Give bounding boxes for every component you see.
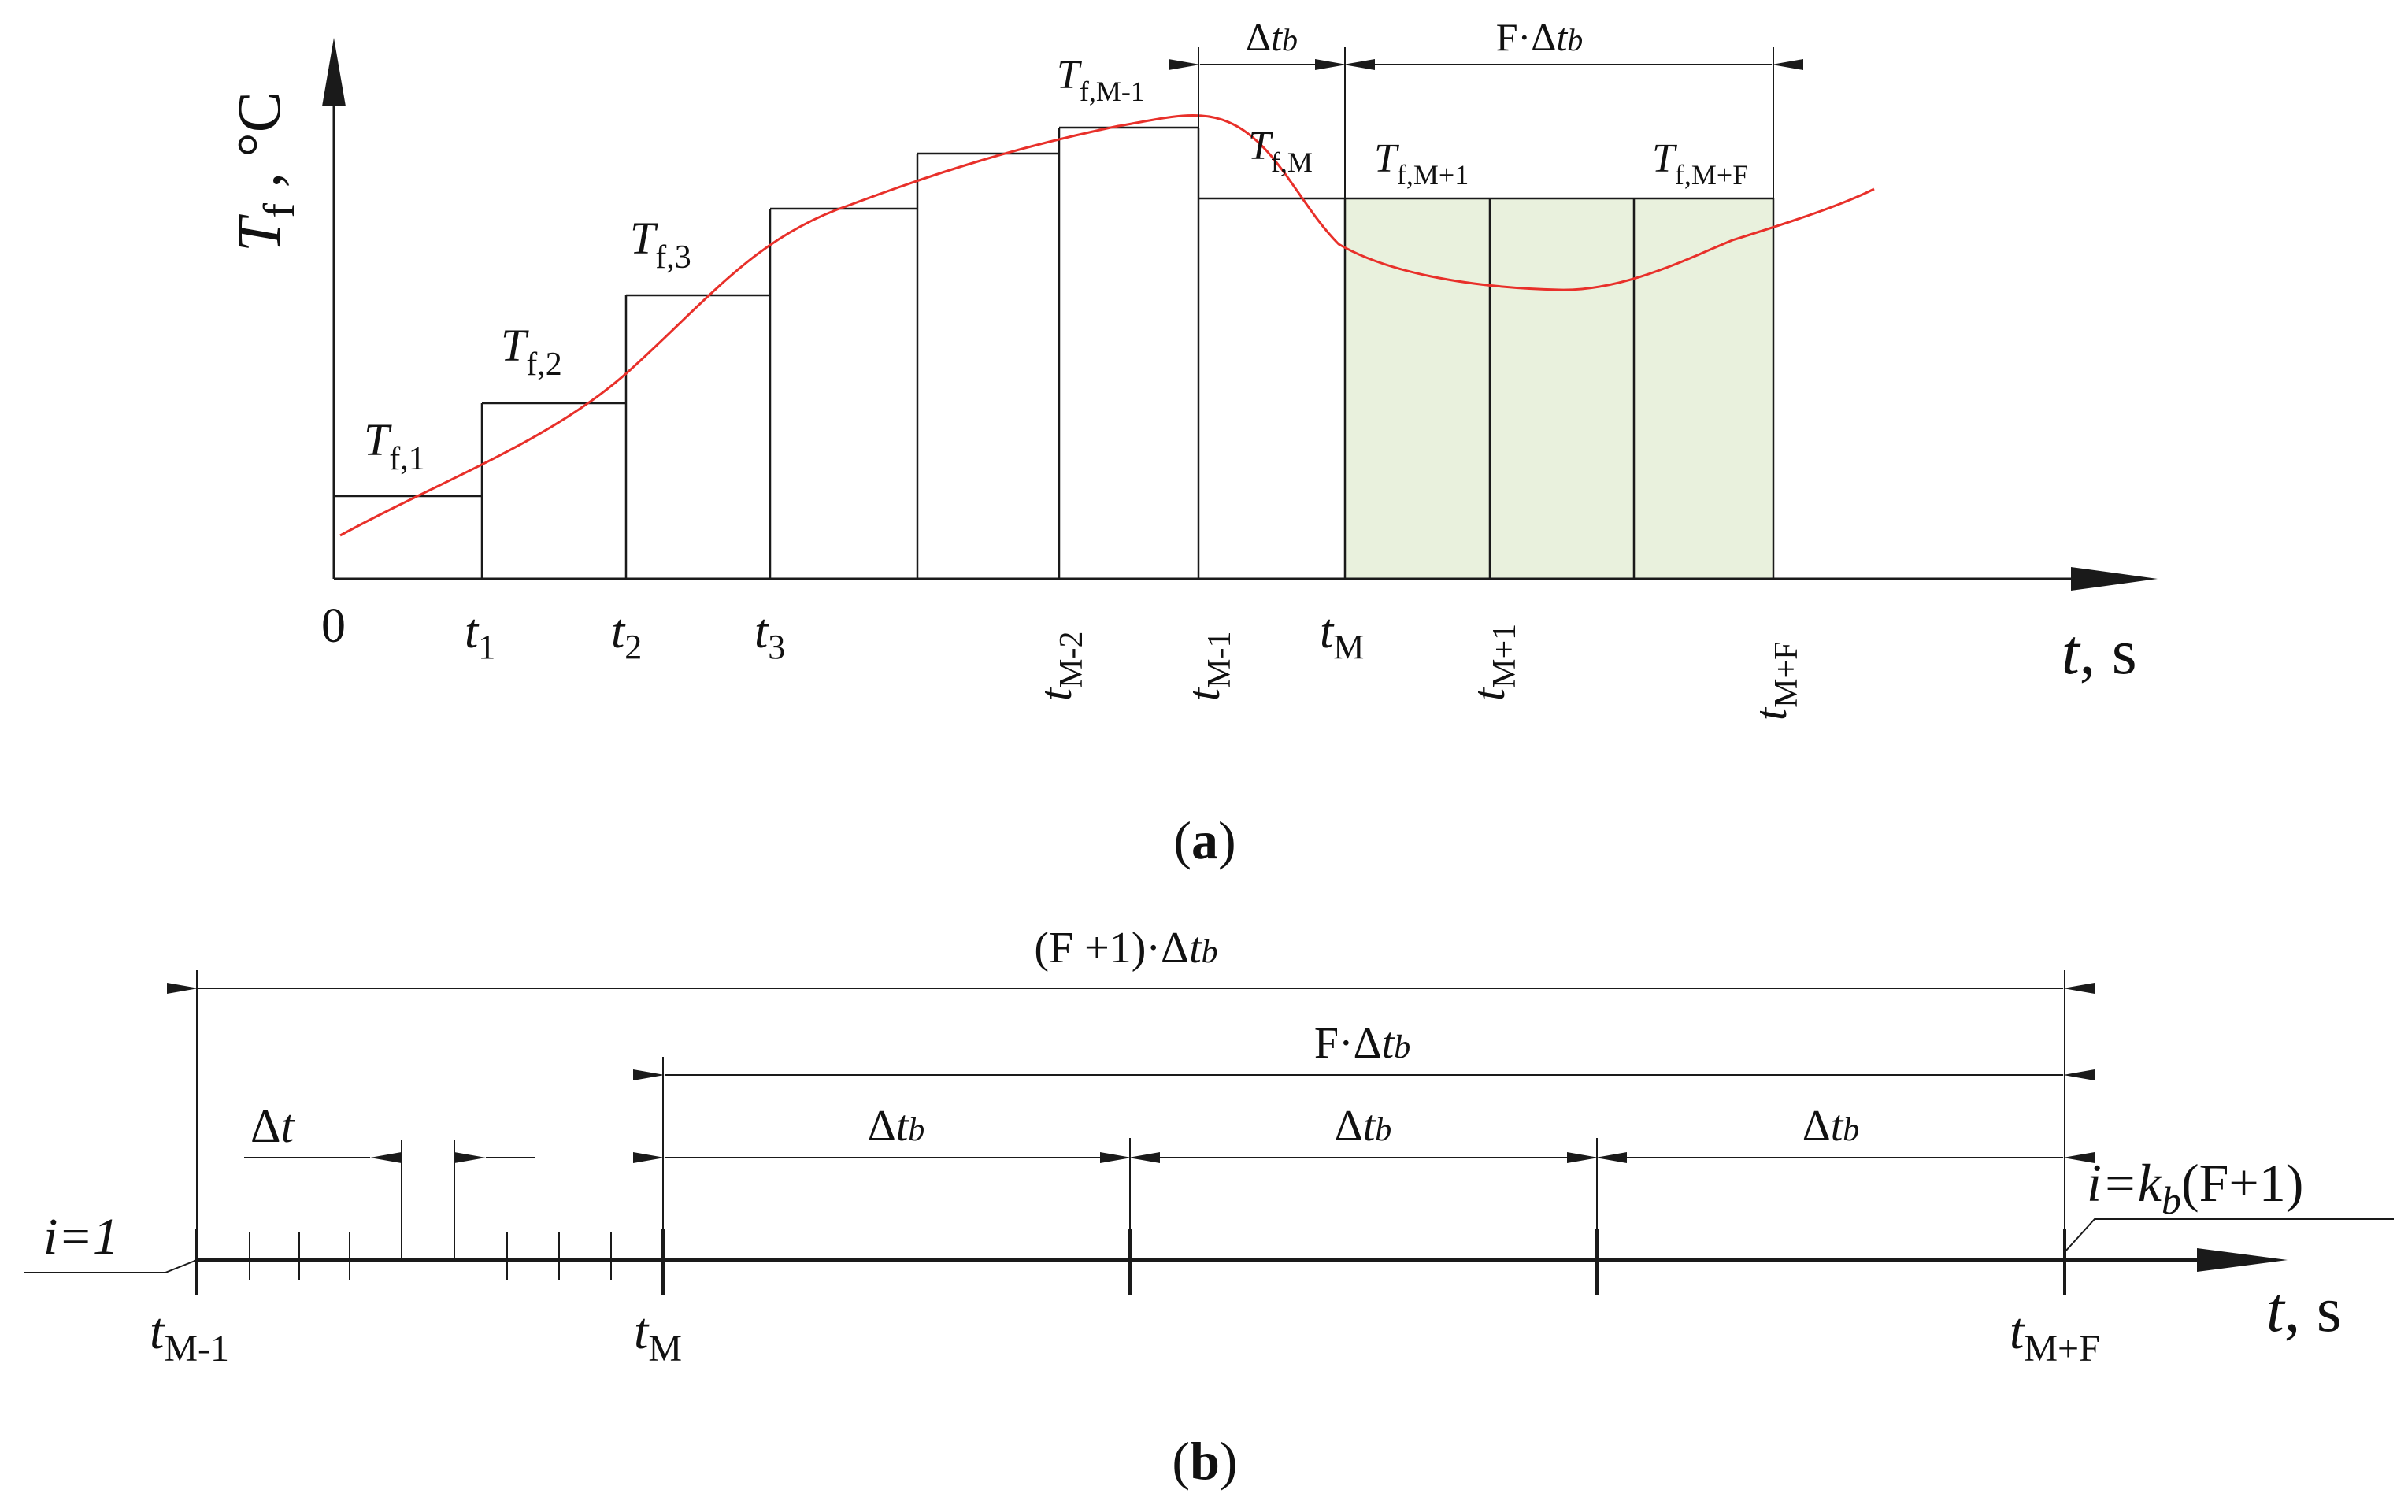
i-end-label: i=kb(F+1) <box>2087 1153 2303 1222</box>
tick-label-tm+1: tM+1 <box>1463 624 1523 701</box>
tick-label-t2: t2 <box>611 605 642 666</box>
dim-label-dtb-2: Δtb <box>1335 1102 1392 1151</box>
tick-label-0: 0 <box>321 599 346 653</box>
tick-label-tm+f: tM+F <box>1745 641 1805 721</box>
x-axis-label: t, s <box>2062 616 2137 687</box>
dim-label-dtb-1: Δtb <box>868 1102 925 1151</box>
dim-label-dtb-3: Δtb <box>1802 1102 1860 1151</box>
y-axis-arrowhead <box>322 38 346 106</box>
y-axis-label: Tf , °C <box>224 91 304 252</box>
level-label-tfm+f: Tf,M+F <box>1652 136 1748 191</box>
dim-label-f1-dtb: (F +1)·Δtb <box>1034 924 1217 973</box>
dim-label-f-dtb: F·Δtb <box>1496 15 1584 59</box>
tick-label-t3: t3 <box>754 605 785 666</box>
dim-label-dtb: Δtb <box>1246 15 1298 59</box>
i-start-leader <box>24 1259 198 1273</box>
tick-label-tm-2: tM-2 <box>1030 632 1090 701</box>
timeline-arrowhead <box>2197 1248 2288 1272</box>
dim-label-dt: Δt <box>250 1100 295 1152</box>
level-label-tfm+1: Tf,M+1 <box>1374 136 1469 191</box>
i-start-label: i=1 <box>43 1208 119 1266</box>
i-end-leader <box>2064 1218 2394 1253</box>
tick-label-tm: tM <box>1320 605 1364 666</box>
forecast-region-shading <box>1345 198 1773 579</box>
x-axis-label-b: t, s <box>2266 1273 2342 1345</box>
tick-label-t1: t1 <box>465 605 495 666</box>
tick-label-b-tm-1: tM-1 <box>150 1303 229 1369</box>
tick-label-b-tm: tM <box>634 1303 682 1369</box>
level-label-tf3: Tf,3 <box>630 213 691 276</box>
dim-label-f-dtb-b: F·Δtb <box>1314 1019 1410 1068</box>
level-label-tf2: Tf,2 <box>501 320 562 383</box>
panel-b: (F +1)·Δtb F·Δtb Δtb Δtb Δtb Δt tM-1 tM … <box>24 924 2394 1491</box>
caption-b: (b) <box>1172 1431 1237 1491</box>
tick-label-tm-1: tM-1 <box>1178 632 1238 701</box>
caption-a: (a) <box>1173 810 1235 870</box>
level-label-tfm: Tf,M <box>1248 124 1313 178</box>
x-axis-arrowhead <box>2071 567 2158 591</box>
tick-label-b-tm+f: tM+F <box>2010 1303 2100 1369</box>
step-function <box>334 126 1775 579</box>
level-label-tfm-1: Tf,M-1 <box>1057 53 1145 107</box>
panel-a: Δtb F·Δtb Tf,1 Tf,2 Tf,3 Tf,M-1 Tf,M Tf,… <box>224 15 2158 870</box>
level-label-tf1: Tf,1 <box>364 414 425 477</box>
